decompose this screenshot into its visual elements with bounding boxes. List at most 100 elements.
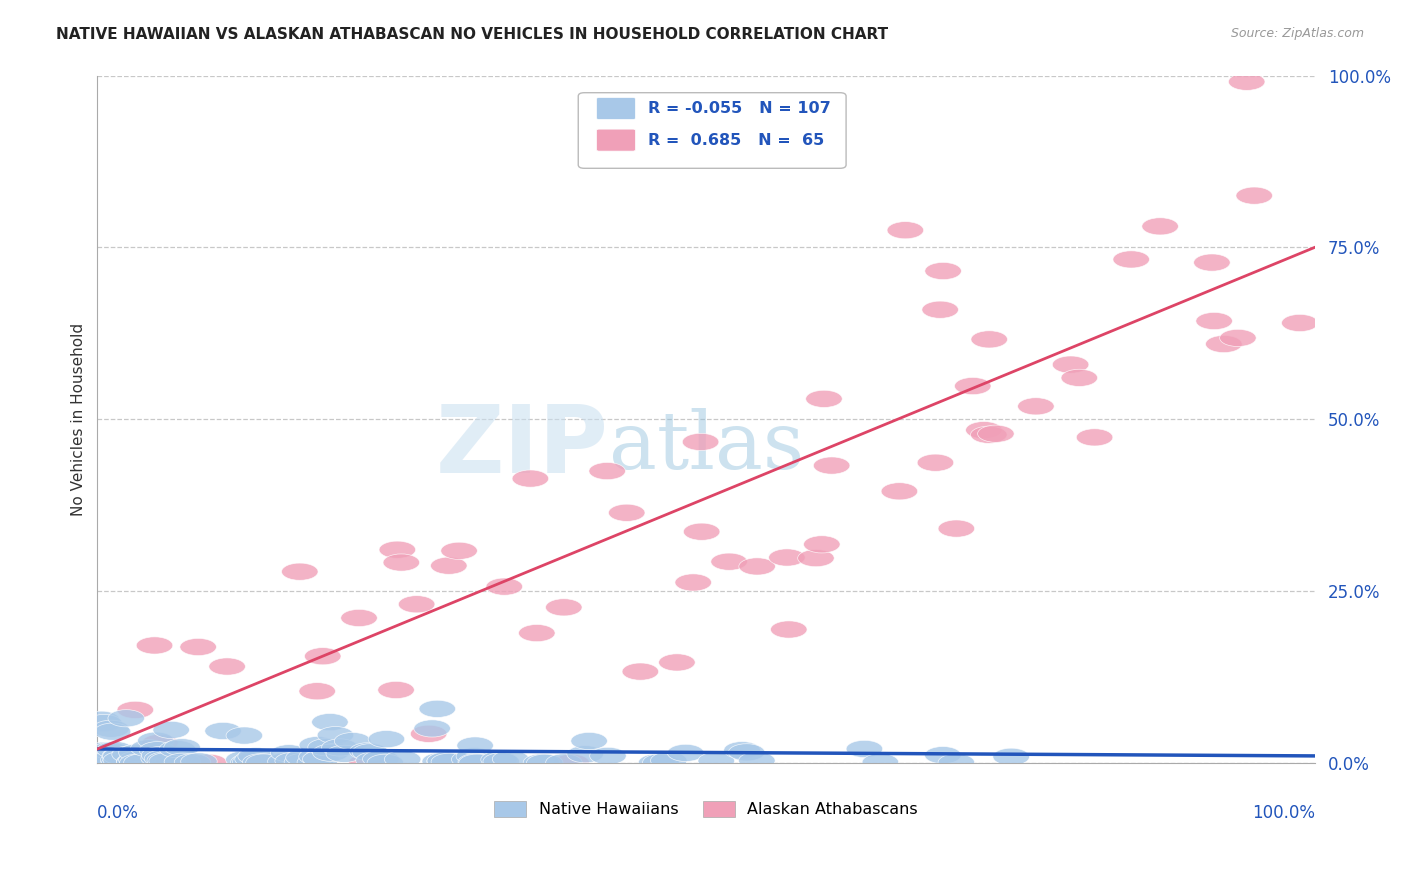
Ellipse shape [970,426,1007,443]
Ellipse shape [181,753,217,770]
Ellipse shape [139,741,176,759]
Ellipse shape [284,754,321,771]
Ellipse shape [103,747,139,764]
Ellipse shape [226,727,263,744]
Ellipse shape [972,331,1008,348]
Ellipse shape [675,574,711,591]
Ellipse shape [380,541,416,558]
Ellipse shape [1236,187,1272,204]
Ellipse shape [806,391,842,408]
Ellipse shape [191,755,228,772]
Ellipse shape [112,746,149,763]
Ellipse shape [938,754,974,771]
Ellipse shape [882,483,918,500]
FancyBboxPatch shape [596,129,636,151]
Ellipse shape [993,748,1029,765]
Ellipse shape [86,714,122,731]
Ellipse shape [486,578,523,595]
Ellipse shape [683,523,720,541]
Ellipse shape [430,558,467,574]
Ellipse shape [246,754,283,771]
Ellipse shape [238,747,274,764]
Ellipse shape [427,753,463,770]
Ellipse shape [925,747,962,764]
Ellipse shape [378,681,415,698]
Ellipse shape [82,752,117,770]
Ellipse shape [118,751,155,768]
Ellipse shape [419,700,456,717]
Ellipse shape [1114,251,1150,268]
Ellipse shape [1197,312,1233,330]
Ellipse shape [432,753,468,771]
Ellipse shape [1018,398,1054,415]
Ellipse shape [523,754,560,771]
Ellipse shape [97,741,134,759]
Ellipse shape [149,753,186,770]
Ellipse shape [862,754,898,771]
Ellipse shape [101,754,138,772]
Ellipse shape [285,749,322,766]
Ellipse shape [180,639,217,656]
Ellipse shape [270,745,307,762]
Ellipse shape [299,682,336,700]
Ellipse shape [363,750,399,768]
Ellipse shape [340,609,377,626]
Ellipse shape [170,754,207,771]
Ellipse shape [567,746,603,763]
Ellipse shape [1281,314,1317,332]
Ellipse shape [117,754,153,771]
Ellipse shape [145,750,181,767]
Ellipse shape [492,750,529,768]
Ellipse shape [153,722,190,739]
Ellipse shape [441,542,478,559]
Ellipse shape [94,723,131,740]
Ellipse shape [553,755,589,772]
Ellipse shape [141,750,177,767]
Ellipse shape [312,714,349,731]
Ellipse shape [519,624,555,641]
Ellipse shape [80,750,117,768]
FancyBboxPatch shape [596,97,636,120]
Ellipse shape [159,740,195,757]
Ellipse shape [82,749,118,766]
Ellipse shape [302,750,339,768]
Ellipse shape [142,747,179,764]
Ellipse shape [1077,429,1112,446]
Ellipse shape [427,752,464,769]
Ellipse shape [512,470,548,487]
Ellipse shape [93,720,129,738]
Ellipse shape [482,753,519,770]
Ellipse shape [589,747,626,764]
Ellipse shape [458,754,495,772]
Ellipse shape [165,753,201,771]
Text: ZIP: ZIP [436,401,609,492]
Ellipse shape [668,744,704,762]
Ellipse shape [1194,254,1230,271]
Ellipse shape [108,710,145,727]
Ellipse shape [79,749,115,766]
Ellipse shape [917,454,953,471]
Ellipse shape [326,745,363,763]
Ellipse shape [658,654,695,671]
Text: 0.0%: 0.0% [97,804,139,822]
Text: R = -0.055   N = 107: R = -0.055 N = 107 [648,101,831,116]
Ellipse shape [298,748,335,765]
Ellipse shape [955,377,991,394]
Ellipse shape [814,457,849,475]
Ellipse shape [205,723,242,739]
Ellipse shape [367,754,404,772]
Ellipse shape [966,422,1002,439]
Ellipse shape [651,752,688,769]
Ellipse shape [297,754,333,771]
Ellipse shape [398,596,434,613]
Ellipse shape [368,731,405,747]
Ellipse shape [82,751,118,769]
Ellipse shape [138,732,174,749]
Ellipse shape [797,549,834,566]
Ellipse shape [697,752,734,770]
Ellipse shape [526,754,562,772]
Ellipse shape [682,434,718,450]
Ellipse shape [299,737,336,754]
Ellipse shape [86,742,122,759]
Ellipse shape [246,755,283,772]
